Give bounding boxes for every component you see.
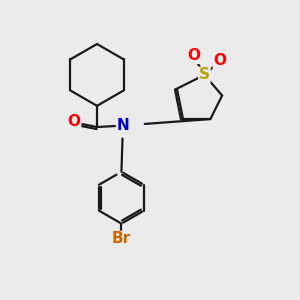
Text: Br: Br [112,231,131,246]
Text: O: O [187,48,200,63]
Text: N: N [116,118,129,133]
Text: O: O [213,53,226,68]
Text: S: S [199,68,210,82]
Text: O: O [68,114,80,129]
